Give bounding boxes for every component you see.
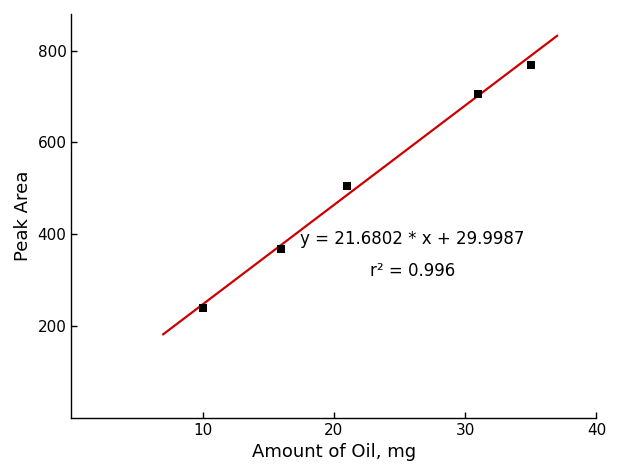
Text: y = 21.6802 * x + 29.9987: y = 21.6802 * x + 29.9987	[301, 230, 525, 248]
Y-axis label: Peak Area: Peak Area	[14, 171, 32, 261]
Text: r² = 0.996: r² = 0.996	[370, 262, 455, 280]
X-axis label: Amount of Oil, mg: Amount of Oil, mg	[252, 443, 416, 461]
